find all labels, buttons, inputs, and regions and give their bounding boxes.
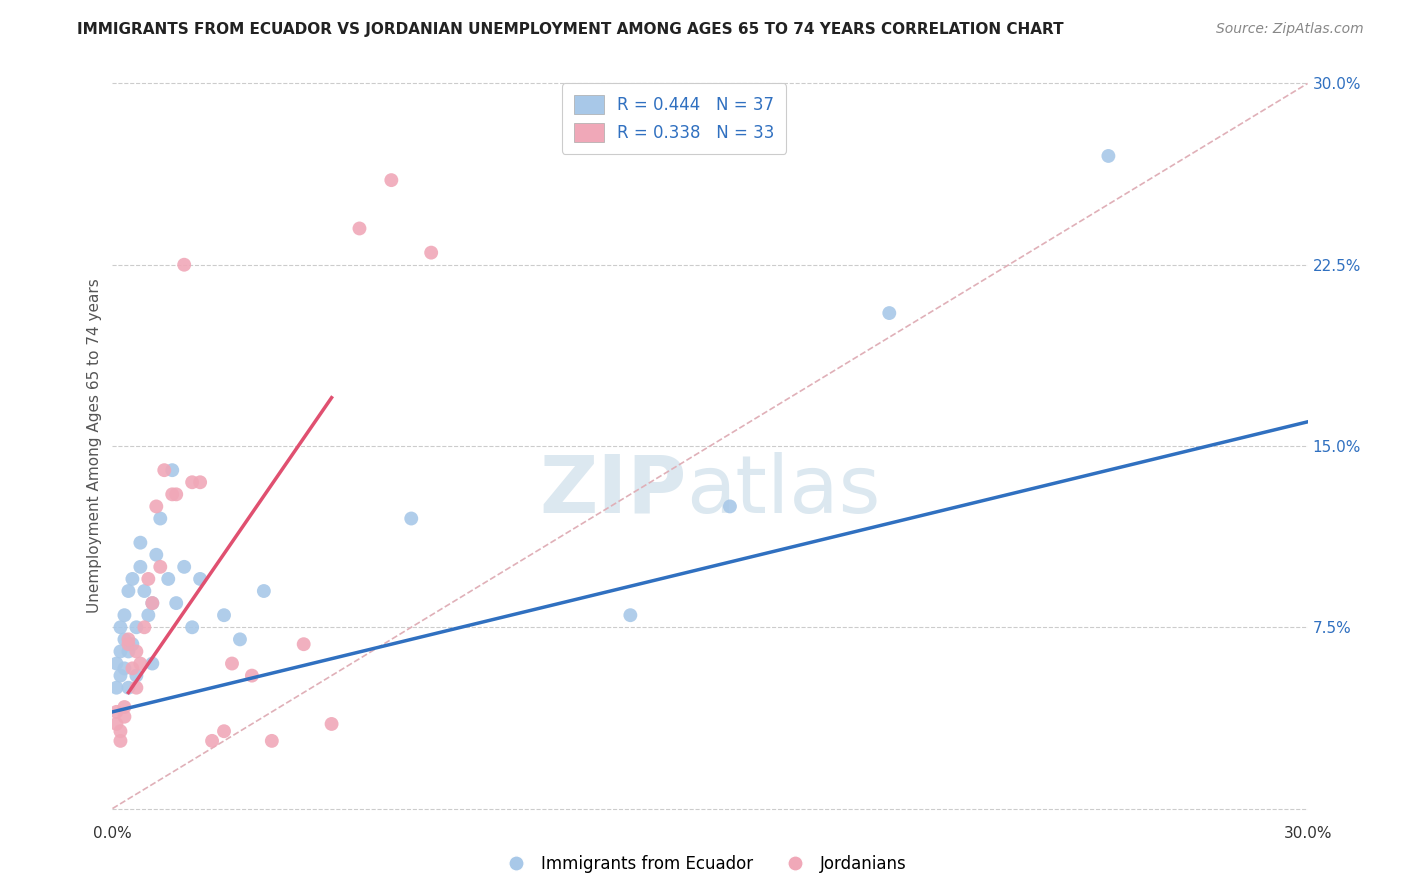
Point bbox=[110, 668, 132, 682]
Point bbox=[141, 596, 163, 610]
Point bbox=[401, 511, 423, 525]
Point bbox=[188, 572, 211, 586]
Legend: R = 0.444   N = 37, R = 0.338   N = 33: R = 0.444 N = 37, R = 0.338 N = 33 bbox=[562, 84, 786, 153]
Text: IMMIGRANTS FROM ECUADOR VS JORDANIAN UNEMPLOYMENT AMONG AGES 65 TO 74 YEARS CORR: IMMIGRANTS FROM ECUADOR VS JORDANIAN UNE… bbox=[77, 22, 1064, 37]
Point bbox=[165, 487, 187, 501]
Point bbox=[149, 511, 172, 525]
Point bbox=[181, 620, 204, 634]
Point bbox=[114, 608, 135, 623]
Point bbox=[125, 620, 148, 634]
Point bbox=[145, 548, 167, 562]
Point bbox=[117, 637, 139, 651]
Point bbox=[114, 700, 135, 714]
Point bbox=[105, 717, 128, 731]
Point bbox=[105, 657, 128, 671]
Point bbox=[292, 637, 315, 651]
Point bbox=[134, 620, 156, 634]
Text: Source: ZipAtlas.com: Source: ZipAtlas.com bbox=[1216, 22, 1364, 37]
Point bbox=[121, 637, 143, 651]
Point bbox=[229, 632, 252, 647]
Point bbox=[129, 535, 152, 549]
Point bbox=[125, 644, 148, 658]
Point bbox=[201, 734, 224, 748]
Point bbox=[110, 644, 132, 658]
Point bbox=[162, 487, 183, 501]
Point bbox=[181, 475, 204, 490]
Point bbox=[129, 657, 152, 671]
Point bbox=[253, 584, 276, 599]
Point bbox=[138, 572, 160, 586]
Text: atlas: atlas bbox=[686, 452, 880, 530]
Point bbox=[321, 717, 343, 731]
Point bbox=[153, 463, 176, 477]
Y-axis label: Unemployment Among Ages 65 to 74 years: Unemployment Among Ages 65 to 74 years bbox=[87, 278, 103, 614]
Point bbox=[240, 668, 263, 682]
Point bbox=[110, 620, 132, 634]
Point bbox=[138, 608, 160, 623]
Point bbox=[221, 657, 243, 671]
Point bbox=[212, 608, 235, 623]
Point bbox=[114, 661, 135, 675]
Point bbox=[879, 306, 901, 320]
Point bbox=[173, 559, 195, 574]
Point bbox=[145, 500, 167, 514]
Point bbox=[134, 584, 156, 599]
Point bbox=[121, 572, 143, 586]
Point bbox=[117, 644, 139, 658]
Point bbox=[141, 657, 163, 671]
Point bbox=[125, 668, 148, 682]
Text: ZIP: ZIP bbox=[538, 452, 686, 530]
Point bbox=[117, 584, 139, 599]
Point bbox=[173, 258, 195, 272]
Legend: Immigrants from Ecuador, Jordanians: Immigrants from Ecuador, Jordanians bbox=[492, 848, 914, 880]
Point bbox=[110, 734, 132, 748]
Point bbox=[380, 173, 402, 187]
Point bbox=[157, 572, 180, 586]
Point bbox=[117, 632, 139, 647]
Point bbox=[105, 681, 128, 695]
Point bbox=[1097, 149, 1119, 163]
Point bbox=[114, 709, 135, 723]
Point bbox=[129, 559, 152, 574]
Point bbox=[141, 596, 163, 610]
Point bbox=[718, 500, 741, 514]
Point bbox=[188, 475, 211, 490]
Point bbox=[349, 221, 371, 235]
Point bbox=[149, 559, 172, 574]
Point bbox=[420, 245, 443, 260]
Point bbox=[121, 661, 143, 675]
Point bbox=[117, 681, 139, 695]
Point bbox=[212, 724, 235, 739]
Point bbox=[260, 734, 283, 748]
Point bbox=[162, 463, 183, 477]
Point bbox=[114, 632, 135, 647]
Point bbox=[125, 681, 148, 695]
Point bbox=[110, 724, 132, 739]
Point bbox=[619, 608, 641, 623]
Point bbox=[165, 596, 187, 610]
Point bbox=[105, 705, 128, 719]
